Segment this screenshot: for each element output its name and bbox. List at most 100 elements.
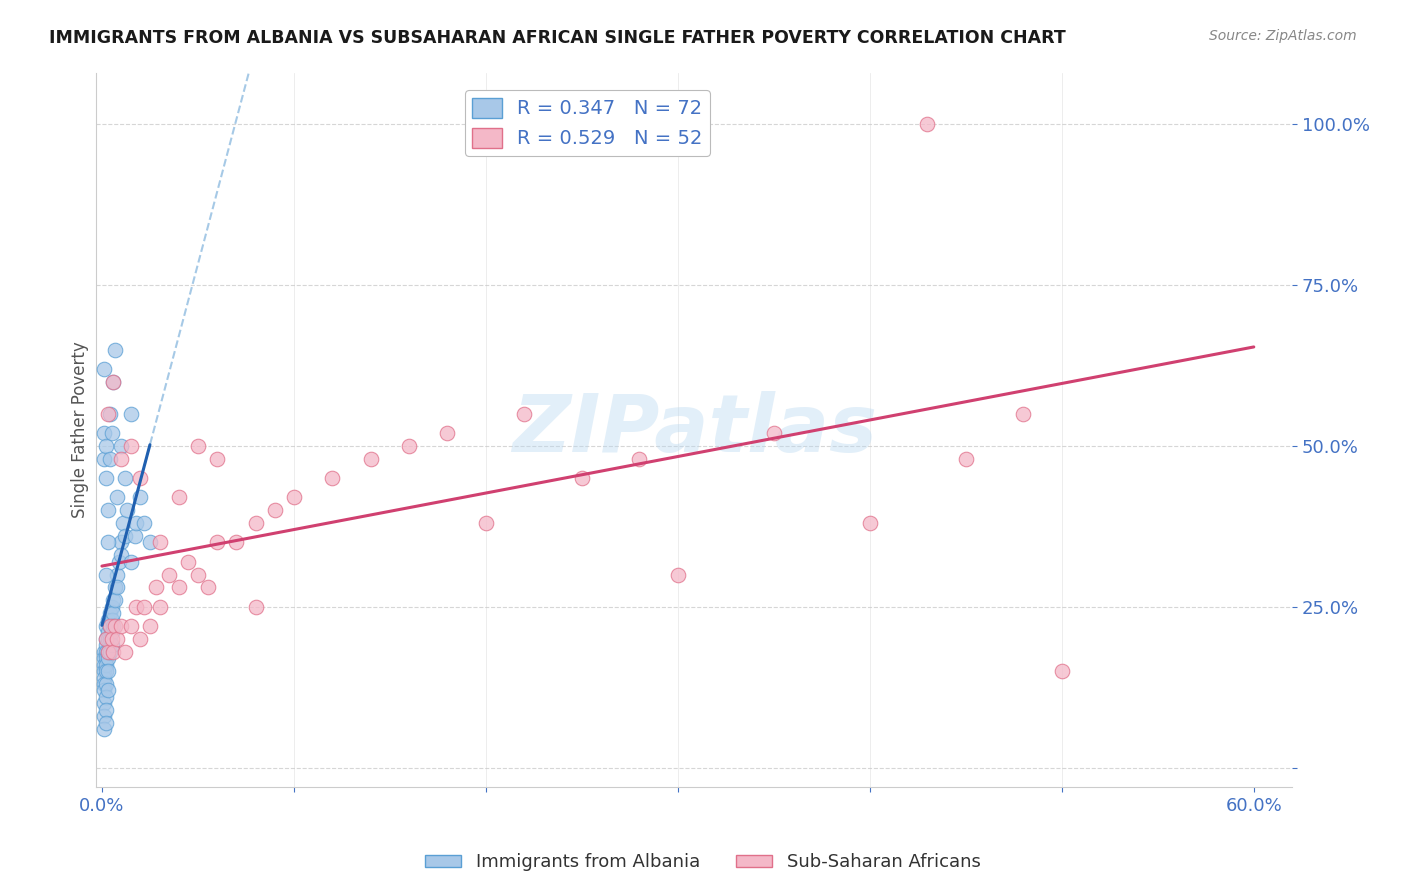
Point [94,715,117,730]
Point [98,407,121,421]
Point [104,619,127,633]
Point [93,677,115,691]
Point [110,451,132,466]
Point [110,439,132,453]
Point [94,632,117,646]
Point [94,664,117,678]
Point [129,632,152,646]
Point [129,491,152,505]
Point [94,471,117,485]
Point [94,657,117,672]
Point [360,451,382,466]
Point [103,375,125,389]
Legend: R = 0.347   N = 72, R = 0.529   N = 52: R = 0.347 N = 72, R = 0.529 N = 52 [465,90,710,156]
Point [100,613,122,627]
Point [125,599,148,614]
Point [187,567,209,582]
Point [145,581,167,595]
Point [245,599,267,614]
Point [98,451,121,466]
Point [205,535,228,549]
Point [94,645,117,659]
Point [97,625,120,640]
Point [762,426,785,441]
Point [114,471,136,485]
Point [197,581,219,595]
Point [124,529,146,543]
Point [93,664,115,678]
Point [245,516,267,531]
Point [105,491,128,505]
Point [1050,664,1073,678]
Point [104,581,127,595]
Point [98,645,121,659]
Point [94,703,117,717]
Point [115,503,138,517]
Point [94,632,117,646]
Point [93,451,115,466]
Point [187,439,209,453]
Point [129,471,152,485]
Point [666,567,689,582]
Point [225,535,247,549]
Point [104,343,127,357]
Point [167,491,190,505]
Point [110,619,132,633]
Point [103,619,125,633]
Point [205,451,228,466]
Point [628,451,651,466]
Text: ZIPatlas: ZIPatlas [512,391,877,469]
Point [100,426,122,441]
Point [134,516,156,531]
Point [98,632,121,646]
Point [100,632,122,646]
Point [93,426,115,441]
Point [93,709,115,723]
Text: Source: ZipAtlas.com: Source: ZipAtlas.com [1209,29,1357,43]
Point [157,567,180,582]
Point [148,535,170,549]
Point [100,599,122,614]
Point [148,599,170,614]
Point [571,117,593,131]
Point [94,638,117,652]
Point [167,581,190,595]
Point [104,593,127,607]
Point [97,645,120,659]
Point [110,549,132,563]
Point [475,516,498,531]
Point [94,677,117,691]
Point [114,529,136,543]
Point [112,516,135,531]
Point [120,555,142,569]
Legend: Immigrants from Albania, Sub-Saharan Africans: Immigrants from Albania, Sub-Saharan Afr… [418,847,988,879]
Point [94,439,117,453]
Point [94,619,117,633]
Point [93,651,115,665]
Point [103,375,125,389]
Point [139,535,162,549]
Point [94,690,117,704]
Point [103,645,125,659]
Point [94,651,117,665]
Point [513,407,536,421]
Point [93,657,115,672]
Point [97,683,120,698]
Point [93,645,115,659]
Point [103,606,125,620]
Point [120,439,142,453]
Point [120,407,142,421]
Point [917,117,939,131]
Point [97,535,120,549]
Point [114,645,136,659]
Point [398,439,420,453]
Point [97,407,120,421]
Point [139,619,162,633]
Point [571,471,593,485]
Point [859,516,882,531]
Point [125,516,148,531]
Point [105,581,128,595]
Point [263,503,285,517]
Point [100,638,122,652]
Point [93,696,115,710]
